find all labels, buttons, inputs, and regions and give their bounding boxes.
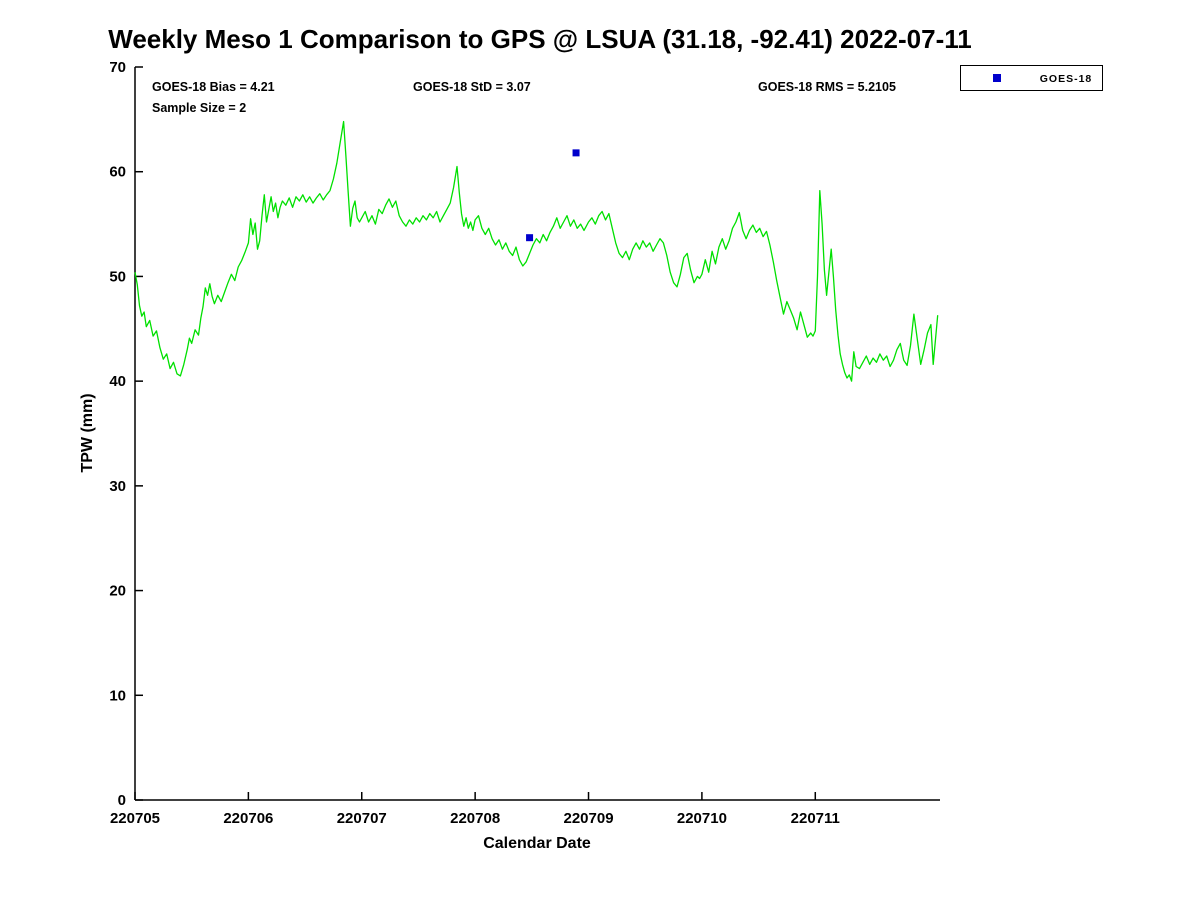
x-tick-label: 220707 [337,810,387,827]
x-tick-label: 220710 [677,810,727,827]
x-axis-label: Calendar Date [483,835,591,852]
x-axis: 220705 220706 220707 220708 220709 220710 2207… [110,792,840,827]
stat-std: GOES-18 StD = 3.07 [413,80,531,94]
legend-marker-square-icon [993,74,1001,82]
y-tick-label: 70 [109,59,126,76]
goes18-marker [572,149,580,157]
gps-tpw-line [134,120,939,382]
y-tick-label: 60 [109,164,126,181]
y-tick-label: 30 [109,478,126,495]
y-tick-label: 40 [109,373,126,390]
x-tick-label: 220708 [450,810,500,827]
x-tick-label: 220709 [563,810,613,827]
goes18-marker [526,234,534,242]
y-tick-label: 10 [109,687,126,704]
chart-title: Weekly Meso 1 Comparison to GPS @ LSUA (… [108,24,971,54]
y-axis: 0 10 20 30 40 50 60 70 [109,59,143,809]
y-tick-label: 50 [109,268,126,285]
legend-box [960,65,1103,91]
y-tick-label: 0 [118,792,126,809]
x-tick-label: 220706 [223,810,273,827]
stat-sample-size: Sample Size = 2 [152,101,246,115]
legend-entry-label: GOES-18 [1040,73,1093,85]
x-tick-label: 220705 [110,810,160,827]
y-tick-label: 20 [109,583,126,600]
stat-bias: GOES-18 Bias = 4.21 [152,80,275,94]
series-layer [134,120,939,382]
legend: GOES-18 [960,65,1103,91]
x-tick-label: 220711 [791,810,840,827]
y-axis-label: TPW (mm) [79,393,96,472]
stat-rms: GOES-18 RMS = 5.2105 [758,80,896,94]
